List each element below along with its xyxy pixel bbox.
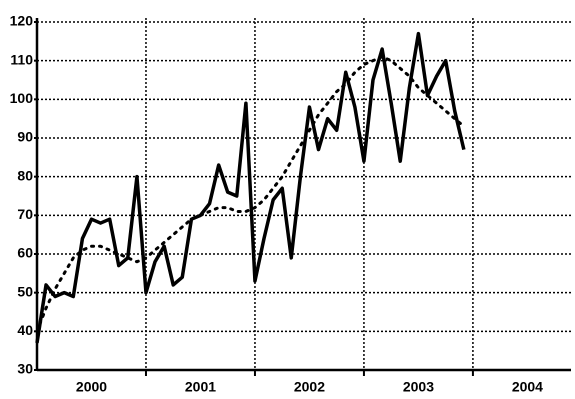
y-tick-label: 80 — [17, 167, 33, 183]
y-tick-label: 120 — [10, 13, 34, 29]
y-tick-label: 100 — [10, 90, 34, 106]
x-tick-label: 2004 — [512, 379, 543, 395]
x-tick-label: 2001 — [185, 379, 216, 395]
y-tick-label: 110 — [10, 51, 33, 67]
y-tick-label: 40 — [17, 322, 33, 338]
y-tick-label: 70 — [17, 206, 33, 222]
y-tick-label: 60 — [17, 245, 33, 261]
x-tick-label: 2000 — [76, 379, 107, 395]
y-tick-label: 30 — [17, 361, 33, 377]
x-tick-label: 2002 — [294, 379, 325, 395]
series-line — [35, 31, 466, 344]
y-tick-label: 90 — [17, 129, 33, 145]
x-tick-label: 2003 — [403, 379, 434, 395]
series-line — [35, 55, 466, 333]
y-tick-label: 50 — [17, 283, 33, 299]
